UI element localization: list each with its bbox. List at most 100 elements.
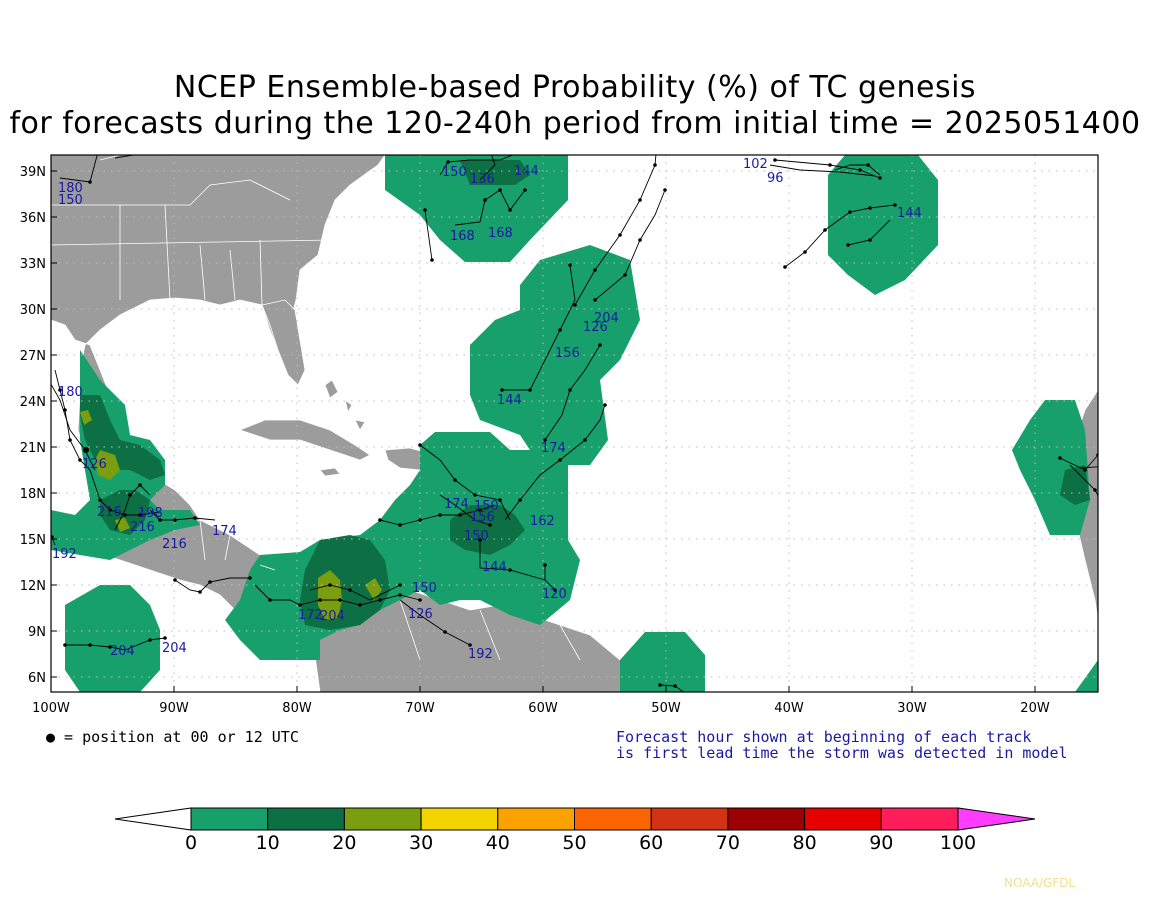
colorbar-tick-label: 20 — [332, 832, 356, 854]
colorbar-tick-labels: 0 10 20 30 40 50 60 70 80 90 100 — [185, 832, 976, 854]
lat-label: 30N — [20, 303, 46, 318]
lon-label: 100W — [32, 701, 70, 716]
svg-text:144: 144 — [482, 560, 507, 575]
prob-region-gulf-high — [95, 450, 120, 480]
colorbar-tick-label: 100 — [940, 832, 976, 854]
prob-region-gulf-high2 — [80, 410, 92, 425]
prob-region-capeverde-mid — [1060, 465, 1090, 505]
lat-label: 6N — [28, 671, 46, 686]
lon-label: 50W — [651, 701, 681, 716]
svg-text:96: 96 — [767, 171, 784, 186]
colorbar-box — [727, 807, 806, 831]
cuba-land — [238, 419, 371, 461]
colorbar-box — [880, 807, 959, 831]
prob-region-azores — [828, 155, 938, 295]
svg-text:174: 174 — [541, 441, 566, 456]
colorbar-under-arrow — [114, 807, 192, 831]
colorbar-tick-label: 80 — [793, 832, 817, 854]
svg-text:180: 180 — [58, 181, 83, 196]
prob-region-equatorial — [620, 632, 705, 692]
jamaica-land — [319, 467, 341, 477]
forecast-hour-note-line2: is first lead time the storm was detecte… — [616, 744, 1068, 762]
lat-label: 15N — [20, 533, 46, 548]
svg-text:216: 216 — [130, 520, 155, 535]
lat-label: 39N — [20, 165, 46, 180]
svg-text:126: 126 — [408, 607, 433, 622]
colorbar-tick-label: 50 — [562, 832, 586, 854]
svg-text:198: 198 — [138, 506, 163, 521]
prob-region-eastedge — [1075, 660, 1098, 692]
prob-region-sw-carib-high2 — [365, 578, 382, 600]
lon-label: 90W — [159, 701, 189, 716]
svg-text:216: 216 — [97, 505, 122, 520]
lon-label: 30W — [897, 701, 927, 716]
svg-text:172: 172 — [298, 608, 323, 623]
svg-text:136: 136 — [470, 172, 495, 187]
svg-text:144: 144 — [514, 164, 539, 179]
svg-text:150: 150 — [474, 499, 499, 514]
svg-text:150: 150 — [58, 193, 83, 208]
latitude-labels: 39N 36N 33N 30N 27N 24N 21N 18N 15N 12N … — [20, 165, 46, 686]
longitude-labels: 100W 90W 80W 70W 60W 50W 40W 30W 20W — [32, 701, 1050, 716]
colorbar-tick-label: 0 — [185, 832, 197, 854]
svg-text:162: 162 — [530, 514, 555, 529]
colorbar-tick-label: 30 — [409, 832, 433, 854]
lat-label: 18N — [20, 487, 46, 502]
colorbar-box — [343, 807, 422, 831]
lon-label: 20W — [1020, 701, 1050, 716]
svg-text:156: 156 — [555, 346, 580, 361]
florida-land — [261, 299, 306, 386]
colorbar-box — [574, 807, 652, 831]
svg-text:102: 102 — [743, 157, 768, 172]
svg-text:192: 192 — [52, 547, 77, 562]
colorbar-tick-label: 90 — [869, 832, 893, 854]
svg-text:126: 126 — [82, 457, 107, 472]
colorbar-tick-label: 70 — [716, 832, 740, 854]
svg-text:168: 168 — [488, 226, 513, 241]
prob-region-carib-mid — [450, 505, 525, 555]
chart-title-line2: for forecasts during the 120-240h period… — [9, 106, 1141, 141]
svg-text:204: 204 — [320, 609, 345, 624]
prob-region-pacific — [65, 585, 160, 692]
lat-label: 9N — [28, 625, 46, 640]
colorbar-tick-label: 40 — [486, 832, 510, 854]
lon-label: 70W — [405, 701, 435, 716]
lat-label: 36N — [20, 211, 46, 226]
probability-30-40 — [80, 410, 382, 620]
prob-region-sw-carib-high — [318, 570, 342, 620]
lon-label: 60W — [528, 701, 558, 716]
svg-text:150: 150 — [442, 165, 467, 180]
chart-title-line1: NCEP Ensemble-based Probability (%) of T… — [173, 70, 977, 105]
svg-text:120: 120 — [542, 587, 567, 602]
colorbar-box — [650, 807, 729, 831]
political-borders — [51, 155, 581, 661]
colorbar: 0 10 20 30 40 50 60 70 80 90 100 — [114, 807, 1036, 854]
colorbar-box — [267, 807, 345, 831]
svg-text:204: 204 — [162, 641, 187, 656]
svg-text:204: 204 — [110, 644, 135, 659]
colorbar-box — [190, 807, 269, 831]
prob-region-bay-mid — [100, 490, 150, 535]
svg-text:144: 144 — [897, 206, 922, 221]
prob-region-neatlantic-north — [385, 155, 568, 262]
credit-text: NOAA/GFDL — [1004, 876, 1076, 890]
axis-ticks — [51, 170, 1036, 692]
svg-text:216: 216 — [162, 537, 187, 552]
svg-text:174: 174 — [444, 497, 469, 512]
colorbar-box — [804, 807, 882, 831]
svg-text:156: 156 — [470, 510, 495, 525]
svg-text:180: 180 — [58, 385, 83, 400]
lat-label: 21N — [20, 441, 46, 456]
position-legend: ● = position at 00 or 12 UTC — [46, 728, 299, 746]
svg-text:144: 144 — [497, 393, 522, 408]
colorbar-box — [497, 807, 575, 831]
colorbar-tick-label: 10 — [256, 832, 280, 854]
bahamas-land — [324, 379, 366, 431]
lon-label: 80W — [282, 701, 312, 716]
map-frame — [50, 154, 1099, 693]
forecast-hour-note-line1: Forecast hour shown at beginning of each… — [616, 728, 1032, 746]
svg-text:150: 150 — [464, 529, 489, 544]
svg-text:150: 150 — [412, 581, 437, 596]
lon-label: 40W — [774, 701, 804, 716]
